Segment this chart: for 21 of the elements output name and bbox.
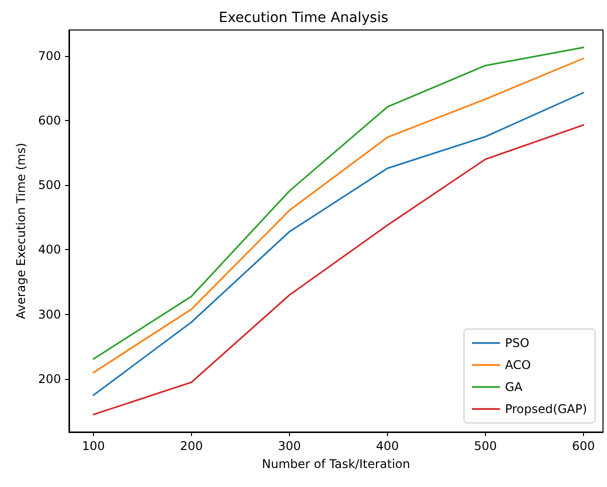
- x-tick-label: 400: [376, 439, 399, 453]
- y-tick-label: 300: [38, 307, 61, 322]
- legend-label: PSO: [504, 336, 530, 350]
- line-series: [92, 124, 584, 416]
- chart-title: Execution Time Analysis: [218, 10, 388, 26]
- x-tick-label: 300: [278, 439, 301, 453]
- y-tick-label: 500: [38, 178, 61, 192]
- x-tick-label: 600: [572, 439, 595, 453]
- x-tick-label: 100: [82, 439, 105, 453]
- line-series: [92, 92, 584, 396]
- x-tick-label: 200: [180, 439, 203, 453]
- x-axis-title: Number of Task/Iteration: [262, 457, 410, 471]
- legend-label: GA: [504, 380, 524, 394]
- y-tick-label: 600: [38, 113, 61, 128]
- legend-label: Propsed(GAP): [504, 402, 587, 416]
- x-tick-label: 500: [474, 439, 497, 453]
- legend-label: ACO: [504, 358, 531, 372]
- y-tick-label: 400: [38, 242, 61, 257]
- y-axis-title: Average Execution Time (ms): [14, 142, 28, 320]
- y-tick-label: 700: [38, 48, 61, 63]
- y-tick-label: 200: [38, 372, 61, 386]
